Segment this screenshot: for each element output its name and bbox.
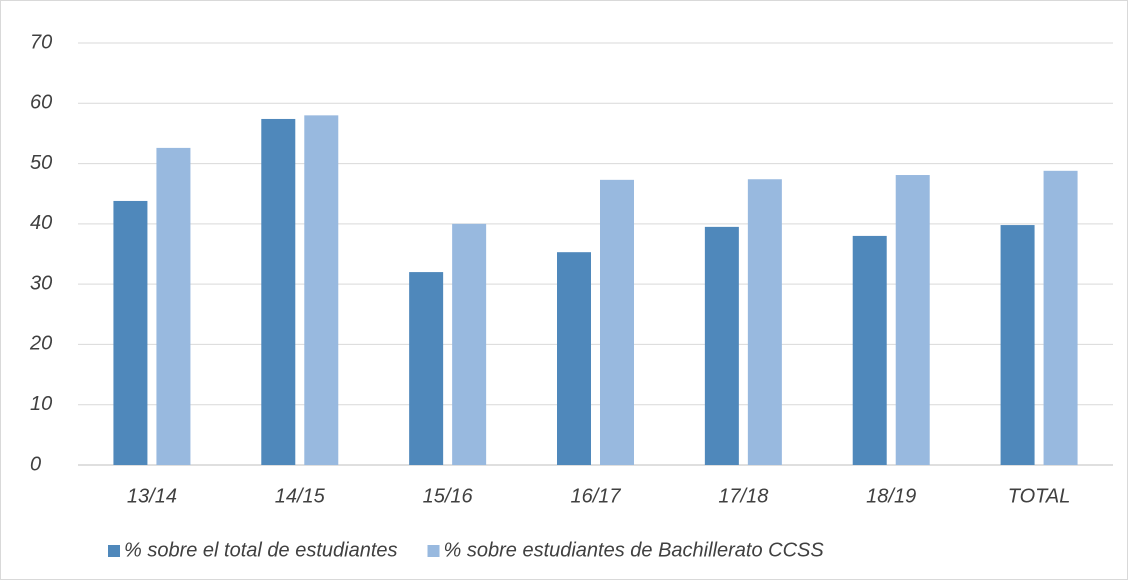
bar (113, 200, 148, 465)
x-tick-label: 16/17 (570, 485, 621, 507)
y-tick-label: 40 (30, 212, 52, 234)
y-tick-label: 50 (30, 152, 52, 174)
legend-swatch (108, 545, 120, 557)
y-tick-label: 30 (30, 272, 52, 294)
bar (409, 272, 444, 465)
bar (261, 118, 296, 466)
x-tick-label: 15/16 (423, 485, 474, 507)
bar (1043, 170, 1078, 465)
y-tick-label: 10 (30, 393, 52, 415)
bar (895, 175, 930, 466)
bar (557, 252, 591, 465)
y-tick-label: 60 (30, 92, 52, 114)
legend-swatch (427, 545, 440, 557)
y-tick-label: 20 (29, 333, 52, 355)
bar (704, 226, 739, 465)
x-tick-label: 18/19 (866, 485, 916, 507)
legend-label: % sobre estudiantes de Bachillerato CCSS (444, 539, 825, 561)
x-tick-label: 17/18 (718, 485, 768, 507)
bar (156, 147, 191, 465)
bar (1000, 225, 1035, 465)
bar (452, 223, 487, 465)
bar (852, 235, 887, 465)
x-tick-label: TOTAL (1008, 485, 1071, 507)
y-tick-label: 0 (30, 453, 41, 475)
y-tick-label: 70 (30, 31, 52, 53)
bar (600, 179, 634, 465)
legend-label: % sobre el total de estudiantes (124, 539, 398, 561)
bar (747, 179, 782, 465)
x-tick-label: 14/15 (275, 485, 326, 507)
bar (304, 115, 339, 465)
x-tick-label: 13/14 (127, 485, 177, 507)
